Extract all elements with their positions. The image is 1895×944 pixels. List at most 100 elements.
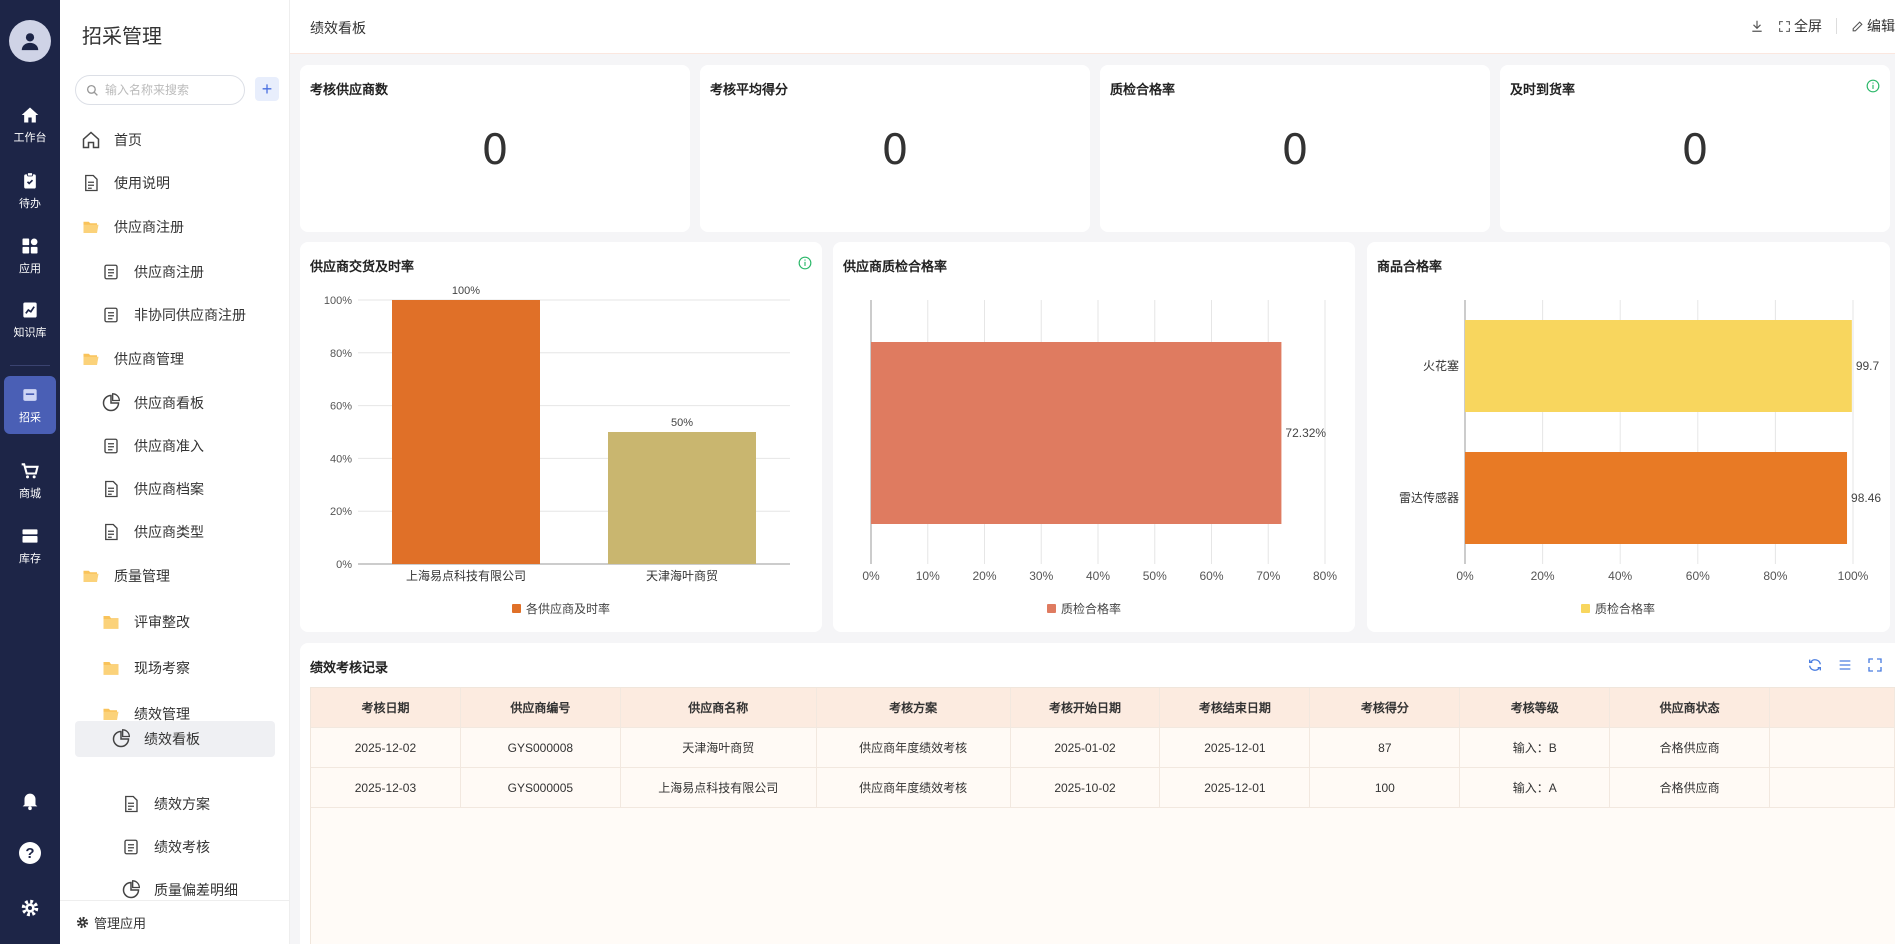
sidebar-item-11[interactable]: 评审整改 <box>70 604 280 640</box>
knowledge-icon <box>23 302 37 318</box>
toolbar-divider <box>1836 18 1837 34</box>
x-tick-label: 10% <box>916 569 940 583</box>
gear-icon <box>21 899 39 917</box>
x-tick-label: 100% <box>1838 569 1869 583</box>
sidebar-item-4[interactable]: 非协同供应商注册 <box>70 297 280 333</box>
edit-button[interactable]: 编辑 <box>1851 16 1895 36</box>
sidebar-item-17[interactable]: 质量偏差明细 <box>70 872 280 908</box>
search-box[interactable] <box>75 75 245 105</box>
stat-value: 0 <box>1681 125 1709 174</box>
rail-item-inventory[interactable]: 库存 <box>0 517 60 575</box>
folder-icon <box>100 611 122 633</box>
sidebar-item-label: 质量偏差明细 <box>154 882 238 898</box>
x-tick-label: 天津海叶商贸 <box>646 568 718 583</box>
document-icon <box>120 793 142 815</box>
table-row[interactable]: 2025-12-03 GYS000005 上海易点科技有限公司 供应商年度绩效考核 20… <box>311 768 1895 808</box>
help-button[interactable]: ? <box>18 841 42 865</box>
info-icon[interactable] <box>798 256 812 270</box>
chart-card-product-quality: 商品合格率 0% 20% 40% 60% 80% 100% 火花塞 99.7 雷达传感器 98.4… <box>1367 242 1890 632</box>
table-cell: 2025-12-02 <box>311 728 461 767</box>
rail-item-apps[interactable]: 应用 <box>0 227 60 285</box>
folder-open-icon <box>100 703 122 725</box>
y-tick-label: 火花塞 <box>1423 358 1459 373</box>
form-icon <box>120 836 142 858</box>
sidebar-item-15[interactable]: 绩效方案 <box>70 786 280 822</box>
bar <box>1465 452 1848 544</box>
column-header: 考核日期 <box>311 688 461 727</box>
data-label: 99.7 <box>1856 359 1880 373</box>
column-settings-button[interactable] <box>1837 657 1853 673</box>
apps-icon <box>22 238 38 254</box>
rail-item-mall[interactable]: 商城 <box>0 452 60 510</box>
home-icon <box>21 107 39 123</box>
table-cell: 合格供应商 <box>1610 728 1771 767</box>
table-cell: 输入：A <box>1460 768 1611 807</box>
rail-item-knowledge[interactable]: 知识库 <box>0 291 60 349</box>
table-header-row: 考核日期 供应商编号 供应商名称 考核方案 考核开始日期 考核结束日期 考核得分 考核等级 供应… <box>311 688 1895 728</box>
table-cell: 供应商年度绩效考核 <box>817 728 1011 767</box>
stat-card-average-score: 考核平均得分 0 <box>700 65 1090 232</box>
edit-icon <box>1852 20 1863 31</box>
help-icon: ? <box>19 842 41 864</box>
search-input[interactable] <box>105 83 235 97</box>
download-button[interactable] <box>1750 19 1764 33</box>
table-cell: 2025-12-01 <box>1160 728 1311 767</box>
sidebar-item-5[interactable]: 供应商管理 <box>70 341 280 377</box>
column-header: 供应商名称 <box>621 688 817 727</box>
rail-item-workbench[interactable]: 工作台 <box>0 96 60 154</box>
sidebar-item-10[interactable]: 质量管理 <box>70 558 280 594</box>
sidebar-item-3[interactable]: 供应商注册 <box>70 254 280 290</box>
add-button[interactable]: + <box>255 77 279 101</box>
sidebar-item-0[interactable]: 首页 <box>70 122 280 158</box>
bell-icon <box>22 793 38 811</box>
sidebar-item-14[interactable]: 绩效看板 <box>75 721 275 757</box>
table-cell: 100 <box>1310 768 1461 807</box>
app-title: 招采管理 <box>82 26 162 48</box>
x-tick-label: 80% <box>1763 569 1787 583</box>
table-fullscreen-button[interactable] <box>1867 657 1883 673</box>
sidebar-item-7[interactable]: 供应商准入 <box>70 428 280 464</box>
sidebar-item-label: 非协同供应商注册 <box>134 307 246 323</box>
stat-card-quality-pass-rate: 质检合格率 0 <box>1100 65 1490 232</box>
notification-button[interactable] <box>18 788 42 812</box>
table-cell: 输入：B <box>1460 728 1611 767</box>
sidebar-item-label: 绩效考核 <box>154 839 210 855</box>
table-cell: 2025-01-02 <box>1011 728 1161 767</box>
procurement-icon <box>23 389 37 401</box>
rail-item-procurement[interactable]: 招采 <box>4 376 56 434</box>
avatar[interactable] <box>9 20 51 62</box>
manage-apps-button[interactable]: 管理应用 <box>60 900 290 944</box>
rail-item-todo[interactable]: 待办 <box>0 162 60 220</box>
document-icon <box>80 172 102 194</box>
sidebar-item-9[interactable]: 供应商类型 <box>70 514 280 550</box>
sidebar-item-1[interactable]: 使用说明 <box>70 165 280 201</box>
bar <box>608 432 756 564</box>
sidebar-item-label: 首页 <box>114 132 142 148</box>
folder-icon <box>100 657 122 679</box>
column-header: 供应商编号 <box>461 688 621 727</box>
stat-value: 0 <box>481 125 509 174</box>
sidebar-item-12[interactable]: 现场考察 <box>70 650 280 686</box>
x-tick-label: 40% <box>1608 569 1632 583</box>
y-tick-label: 100% <box>324 295 352 307</box>
sidebar-item-2[interactable]: 供应商注册 <box>70 209 280 245</box>
bar <box>392 300 540 564</box>
fullscreen-icon <box>1779 20 1790 32</box>
x-tick-label: 20% <box>1531 569 1555 583</box>
settings-button[interactable] <box>18 896 42 920</box>
sidebar-item-6[interactable]: 供应商看板 <box>70 385 280 421</box>
sidebar-item-label: 评审整改 <box>134 614 190 630</box>
fullscreen-button[interactable]: 全屏 <box>1778 16 1822 36</box>
sidebar-item-8[interactable]: 供应商档案 <box>70 471 280 507</box>
table-cell: 2025-12-01 <box>1160 768 1311 807</box>
refresh-button[interactable] <box>1807 657 1823 673</box>
records-table: 考核日期 供应商编号 供应商名称 考核方案 考核开始日期 考核结束日期 考核得分 考核等级 供应… <box>310 687 1895 944</box>
sidebar-item-16[interactable]: 绩效考核 <box>70 829 280 865</box>
x-tick-label: 30% <box>1029 569 1053 583</box>
sidebar-item-13[interactable]: 绩效管理 <box>70 696 280 732</box>
pie-chart-icon <box>110 728 132 750</box>
table-row[interactable]: 2025-12-02 GYS000008 天津海叶商贸 供应商年度绩效考核 2025-0… <box>311 728 1895 768</box>
info-icon[interactable] <box>1866 79 1880 93</box>
svg-text:?: ? <box>25 845 34 862</box>
sidebar-item-label: 供应商注册 <box>114 219 184 235</box>
